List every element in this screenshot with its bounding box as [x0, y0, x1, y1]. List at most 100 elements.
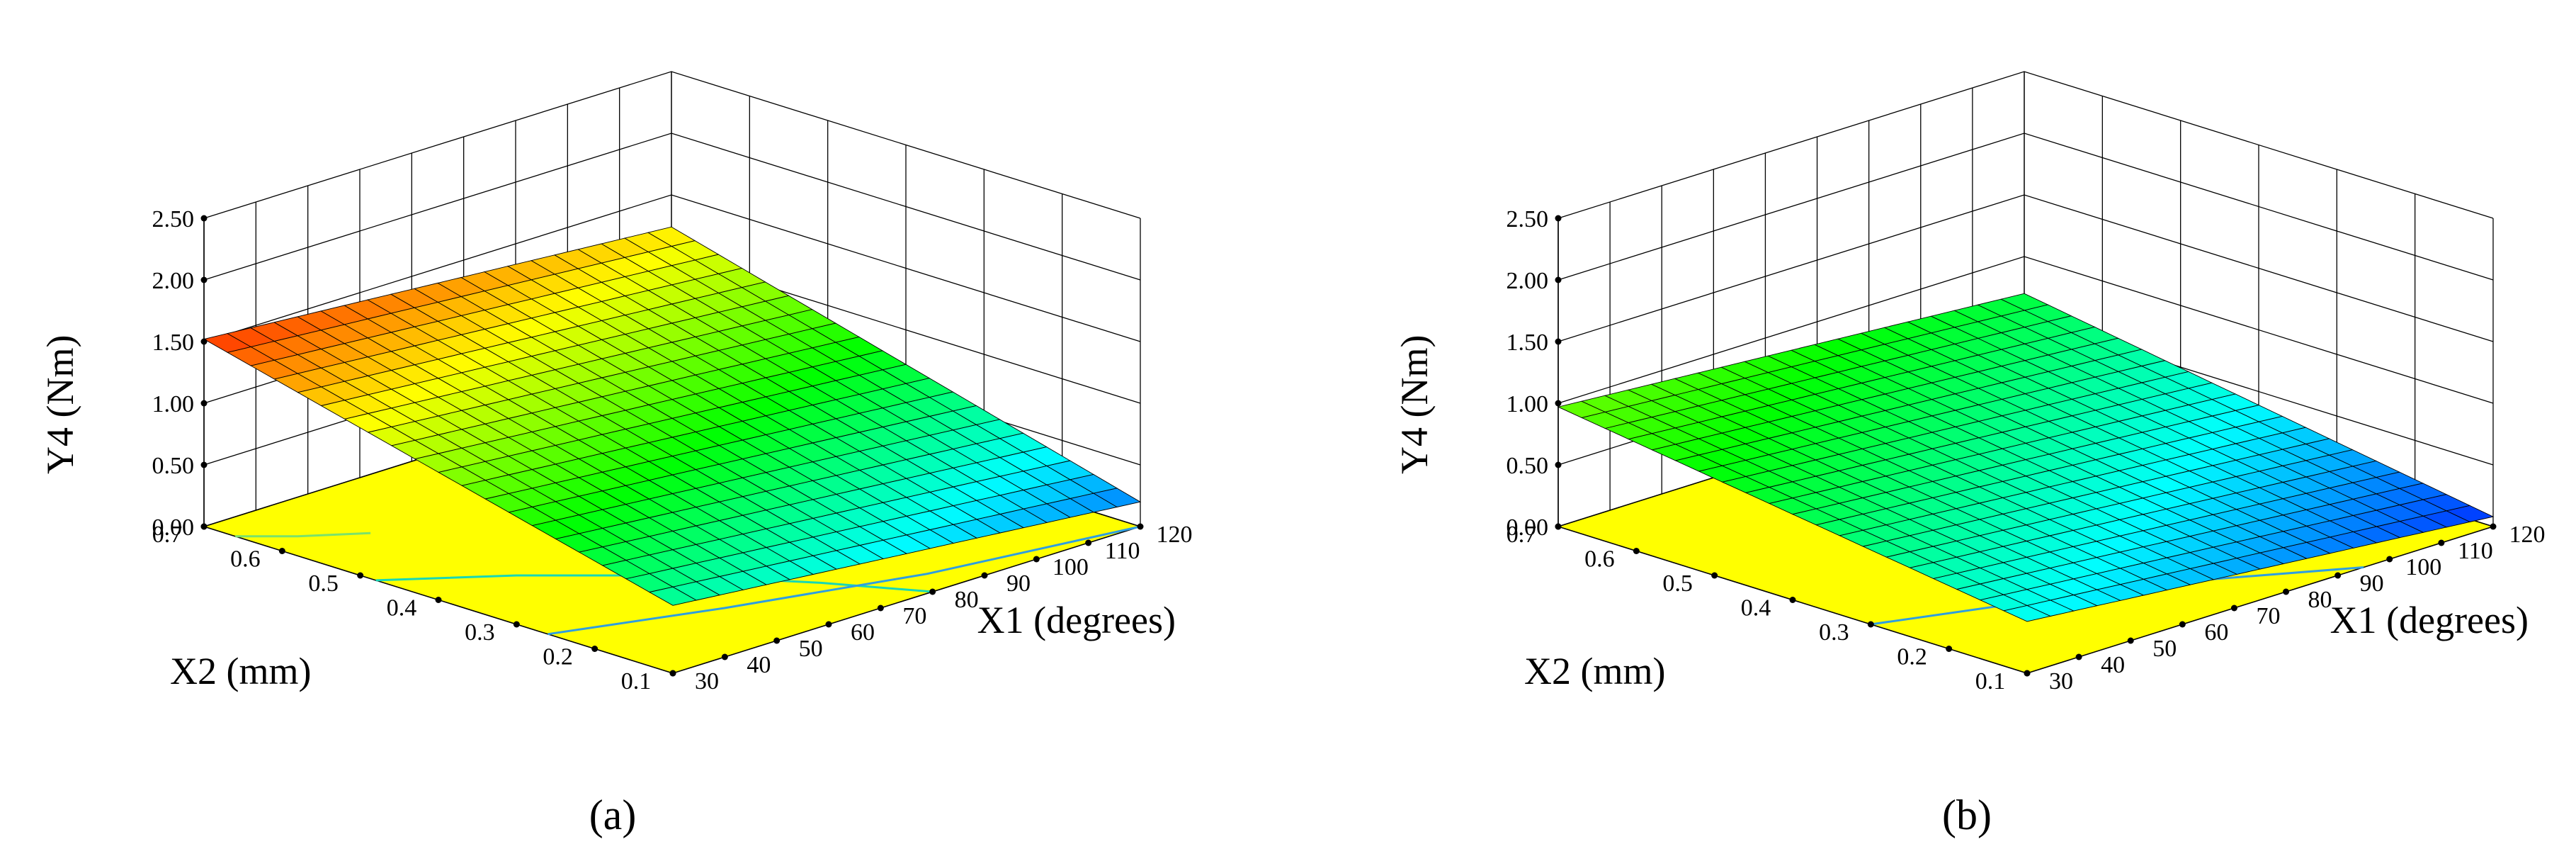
y-tick-label: 0.6 — [1584, 546, 1615, 573]
chart-a: 0.00 0.50 1.00 1.50 2.00 2.50 30 40 50 60 70 80 90 10… — [39, 71, 1193, 838]
x-tick-mark — [825, 621, 832, 628]
z-tick-label: 2.50 — [152, 206, 195, 232]
y-tick-mark — [435, 597, 442, 603]
x-tick-label: 90 — [1006, 570, 1031, 597]
z-tick-label: 0.50 — [1507, 453, 1549, 479]
y-tick-mark — [669, 670, 676, 677]
z-tick-label: 0.00 — [1507, 514, 1549, 541]
z-tick-label: 1.00 — [152, 391, 195, 417]
x-tick-mark — [1033, 556, 1040, 563]
x-tick-label: 60 — [2204, 619, 2228, 646]
grid-line-z — [1557, 256, 2494, 404]
chart-b: 0.00 0.50 1.00 1.50 2.00 2.50 30 40 50 60 70 80 90 10… — [1393, 71, 2546, 838]
x-tick-mark — [2179, 621, 2186, 628]
y-tick-label: 0.7 — [1507, 522, 1537, 548]
z-tick-mark — [1555, 338, 1562, 345]
z-axis-title: Y4 (Nm) — [39, 335, 81, 474]
x-tick-mark — [981, 572, 988, 579]
surface-mesh — [203, 226, 1142, 606]
x-tick-label: 30 — [695, 668, 719, 695]
x-tick-mark — [2127, 637, 2134, 644]
z-tick-label: 2.00 — [152, 268, 195, 294]
x-tick-label: 40 — [747, 652, 771, 678]
y-tick-label: 0.7 — [152, 522, 183, 548]
y-tick-label: 0.4 — [387, 595, 417, 622]
z-tick-label: 2.00 — [1507, 268, 1549, 294]
contour-line-2 — [547, 525, 1141, 636]
x-tick-label: 120 — [1157, 522, 1193, 548]
x-tick-label: 110 — [2458, 538, 2493, 564]
x-tick-mark — [2230, 604, 2237, 612]
surface-cell — [1557, 400, 1606, 418]
y-axis-title: X2 (mm) — [170, 650, 311, 692]
x-tick-label: 100 — [1052, 554, 1089, 580]
x-tick-mark — [1137, 523, 1144, 530]
x-tick-label: 70 — [2256, 603, 2280, 629]
x-tick-label: 30 — [2049, 668, 2073, 695]
y-tick-mark — [1867, 621, 1874, 628]
x-tick-label: 120 — [2509, 522, 2546, 548]
grid-line-z — [1557, 133, 2494, 281]
x-tick-mark — [721, 653, 728, 660]
grid-line-z — [203, 133, 1141, 281]
z-tick-label: 1.50 — [1507, 330, 1549, 356]
y-axis-title: X2 (mm) — [1524, 650, 1665, 692]
x-tick-label: 50 — [799, 636, 823, 662]
x-tick-label: 80 — [2308, 587, 2332, 613]
x-tick-mark — [929, 588, 936, 595]
grid-line-z — [203, 194, 1141, 342]
z-tick-label: 0.50 — [152, 453, 195, 479]
x-tick-mark — [2283, 588, 2290, 595]
z-tick-mark — [1555, 461, 1562, 468]
z-tick-mark — [200, 400, 208, 407]
x-tick-label: 40 — [2101, 652, 2125, 678]
z-axis-title: Y4 (Nm) — [1393, 335, 1436, 474]
z-tick-mark — [1555, 215, 1562, 222]
x-tick-mark — [877, 604, 884, 612]
grid-line-z — [203, 71, 1141, 219]
y-tick-label: 0.2 — [543, 644, 573, 670]
z-tick-mark — [200, 461, 208, 468]
y-tick-mark — [1711, 572, 1718, 579]
x-tick-mark — [2334, 572, 2342, 579]
x-tick-label: 110 — [1105, 538, 1140, 564]
y-tick-mark — [513, 621, 520, 628]
z-tick-mark — [200, 338, 208, 345]
y-tick-mark — [1946, 646, 1953, 652]
contour-line-0 — [235, 532, 371, 538]
grid-line-z — [1557, 194, 2494, 342]
y-tick-mark — [2024, 670, 2031, 677]
y-tick-label: 0.2 — [1897, 644, 1927, 670]
x-tick-mark — [773, 637, 781, 644]
x-axis-title: X1 (degrees) — [2330, 599, 2529, 641]
z-tick-label: 1.50 — [152, 330, 195, 356]
z-tick-label: 0.00 — [152, 514, 195, 541]
x-tick-mark — [1085, 539, 1092, 546]
z-tick-mark — [1555, 276, 1562, 283]
x-axis-title: X1 (degrees) — [977, 599, 1176, 641]
y-tick-label: 0.3 — [1819, 619, 1849, 646]
y-tick-mark — [278, 548, 285, 554]
z-tick-label: 1.00 — [1507, 391, 1549, 417]
x-tick-mark — [2438, 539, 2445, 546]
y-tick-mark — [200, 523, 208, 530]
y-tick-mark — [357, 572, 364, 579]
x-tick-label: 70 — [902, 603, 926, 629]
grid-line-z — [1557, 71, 2494, 219]
x-tick-label: 80 — [955, 587, 979, 613]
y-tick-mark — [1633, 548, 1640, 554]
y-tick-mark — [591, 646, 598, 652]
x-tick-label: 60 — [851, 619, 875, 646]
y-tick-label: 0.1 — [621, 668, 652, 695]
z-tick-mark — [1555, 400, 1562, 407]
x-tick-label: 100 — [2405, 554, 2441, 580]
y-tick-label: 0.6 — [230, 546, 261, 573]
surface-cell — [203, 333, 252, 353]
x-tick-mark — [2386, 556, 2393, 563]
x-tick-mark — [2075, 653, 2082, 660]
y-tick-label: 0.1 — [1975, 668, 2006, 695]
z-tick-label: 2.50 — [1507, 206, 1549, 232]
surface-mesh — [1557, 293, 2495, 622]
y-tick-label: 0.4 — [1741, 595, 1771, 622]
